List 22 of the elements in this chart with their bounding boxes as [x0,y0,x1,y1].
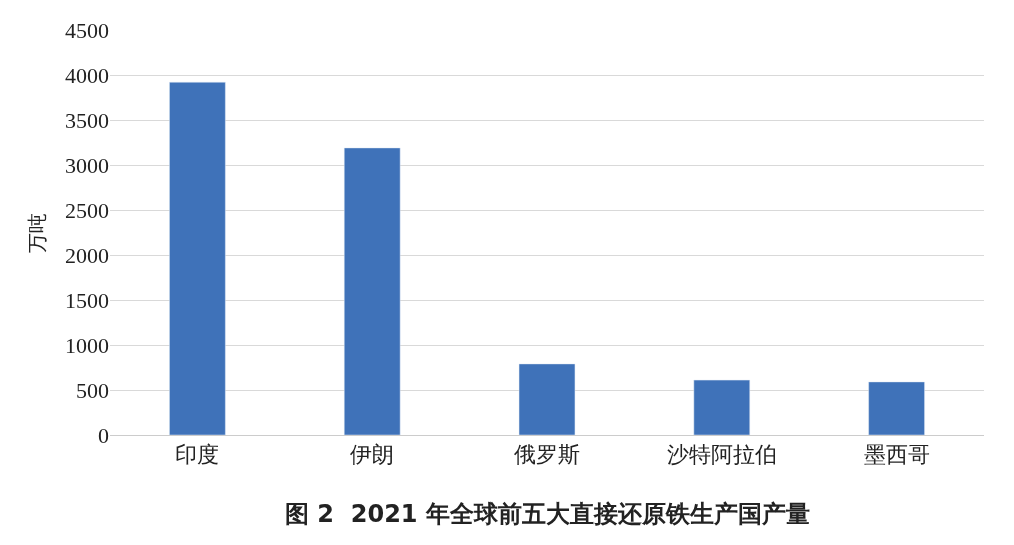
x-tick-label: 沙特阿拉伯 [666,442,777,468]
bar [169,81,226,435]
bar [343,147,401,435]
y-tick-label: 0 [98,422,109,448]
y-tick-label: 1000 [65,332,109,358]
y-tick-label: 3000 [65,152,109,178]
bar [518,363,576,435]
text: 图 2 2021 年全球前五大直接还原铁生产国产量 [285,500,810,528]
y-axis-title: 万吨 [25,212,48,253]
bar [868,381,925,435]
y-tick-label: 2500 [65,197,109,223]
y-tick-label: 4500 [65,17,109,43]
x-tick-label: 印度 [175,442,220,468]
y-tick-label: 3500 [65,107,109,133]
y-tick-label: 4000 [65,62,109,88]
y-tick-label: 1500 [65,287,109,313]
x-tick-label: 墨西哥 [863,442,930,468]
bar [693,379,751,435]
x-tick-label: 伊朗 [350,442,395,468]
y-tick-label: 2000 [65,242,109,268]
y-tick-label: 500 [76,377,109,403]
x-tick-label: 俄罗斯 [514,442,580,468]
